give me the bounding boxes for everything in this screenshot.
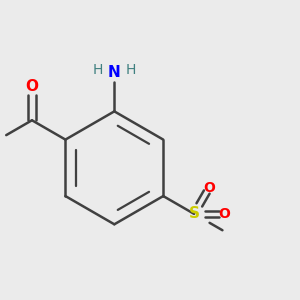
Text: S: S	[189, 206, 200, 221]
Text: O: O	[26, 79, 38, 94]
Text: N: N	[108, 65, 121, 80]
Text: H: H	[93, 63, 103, 77]
Text: O: O	[218, 207, 230, 221]
Text: H: H	[125, 63, 136, 77]
Text: O: O	[203, 181, 215, 195]
